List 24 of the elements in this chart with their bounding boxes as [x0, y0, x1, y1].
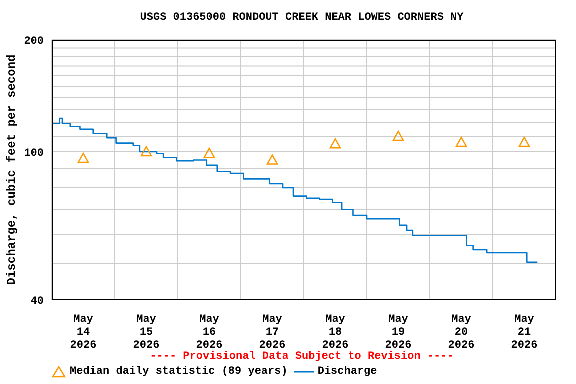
- point: [140, 146, 152, 157]
- x-tick-label: May 15 2026: [133, 314, 160, 352]
- x-tick-label: May 19 2026: [385, 314, 412, 352]
- point: [456, 136, 468, 148]
- x-tick-label: May 17 2026: [259, 314, 286, 352]
- x-tick-label: May 16 2026: [196, 314, 223, 352]
- point: [518, 136, 530, 148]
- y-tick-label: 40: [30, 296, 44, 308]
- x-tick-label: May 18 2026: [322, 314, 349, 352]
- point: [78, 152, 90, 164]
- x-tick-label: May 21 2026: [511, 314, 538, 352]
- y-tick-label: 100: [24, 148, 44, 160]
- point: [392, 130, 404, 142]
- chart-title: USGS 01365000 RONDOUT CREEK NEAR LOWES CORNERS NY: [139, 12, 465, 24]
- y-axis-title: Discharge, cubic feet per second: [5, 54, 19, 286]
- point: [204, 148, 216, 158]
- point: [266, 154, 278, 165]
- x-tick-label: May 20 2026: [448, 314, 475, 352]
- point: [330, 138, 342, 149]
- x-tick-label: May 14 2026: [70, 314, 97, 352]
- text: ---- Provisional Data Subject to Revision ----: [149, 351, 455, 363]
- y-tick-label: 200: [24, 36, 44, 48]
- legend-label: Discharge: [316, 366, 378, 378]
- legend-label: Median daily statistic (89 years): [69, 366, 288, 378]
